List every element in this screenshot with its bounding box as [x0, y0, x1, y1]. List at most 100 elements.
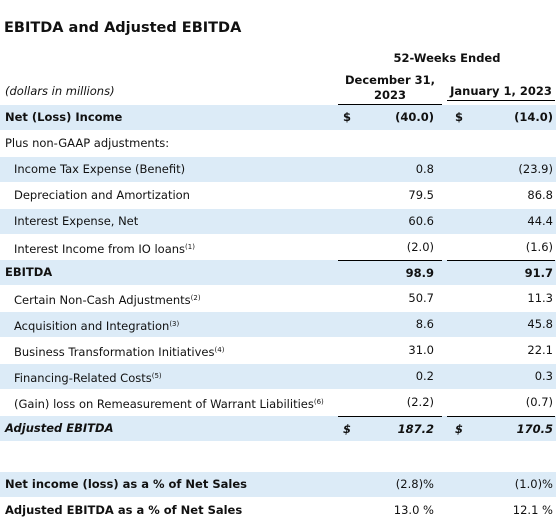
row-label: Plus non-GAAP adjustments: — [5, 131, 169, 156]
value-cell: 11.3 — [447, 286, 555, 311]
value: 0.3 — [534, 369, 553, 383]
table-row: Financing-Related Costs(5) 0.2 0.3 — [0, 364, 556, 389]
label-text: Depreciation and Amortization — [14, 187, 190, 202]
table-row: (Gain) loss on Remeasurement of Warrant … — [0, 390, 556, 415]
value-cell: 86.8 — [447, 183, 555, 208]
label-text: Income Tax Expense (Benefit) — [14, 161, 186, 176]
label-text: Financing-Related Costs — [14, 371, 152, 385]
row-label: Interest Expense, Net — [14, 209, 138, 234]
value: (2.2) — [406, 394, 434, 409]
value-cell: 22.1 — [447, 338, 555, 363]
row-label: EBITDA — [5, 260, 52, 285]
footnote-marker: (4) — [214, 346, 225, 355]
table-row: Interest Income from IO loans(1) (2.0) (1.… — [0, 235, 556, 260]
row-label: Acquisition and Integration(3) — [14, 312, 179, 339]
value: 12.1 % — [512, 502, 553, 517]
value-cell: (2.2) — [338, 390, 442, 415]
value-cell: $187.2 — [338, 415, 442, 442]
value-cell — [447, 131, 555, 156]
label-text: Business Transformation Initiatives — [14, 345, 215, 360]
table-row: Adjusted EBITDA as a % of Net Sales 13.0 … — [0, 498, 556, 523]
table-row: Acquisition and Integration(3) 8.6 45.8 — [0, 312, 556, 339]
row-label: (Gain) loss on Remeasurement of Warrant … — [14, 390, 324, 417]
column-header: December 31, 2023 — [338, 73, 442, 105]
footnote-marker: (2) — [190, 294, 201, 303]
value: 187.2 — [397, 421, 434, 436]
value: 60.6 — [408, 213, 434, 228]
footnote-marker: (5) — [151, 372, 162, 380]
value-cell: (0.7) — [447, 390, 555, 415]
table-row: Net (Loss) Income $ (40.0) $ (14.0) — [0, 105, 556, 130]
value-cell: 98.9 — [338, 260, 442, 286]
value: 44.4 — [527, 213, 553, 228]
label-text: Net income (loss) as a % of Net Sales — [5, 477, 247, 491]
row-label: Business Transformation Initiatives(4) — [14, 338, 224, 365]
value-cell: $170.5 — [447, 415, 555, 442]
value: 31.0 — [408, 343, 434, 358]
column-header: January 1, 2023 — [447, 84, 555, 101]
value-cell: 12.1 % — [447, 498, 555, 523]
row-label: Certain Non-Cash Adjustments(2) — [14, 286, 201, 313]
value: (14.0) — [514, 110, 553, 124]
value-cell: 44.4 — [447, 209, 555, 234]
row-label: Financing-Related Costs(5) — [14, 364, 162, 391]
table-row: Business Transformation Initiatives(4) 31… — [0, 338, 556, 363]
value: 0.8 — [415, 161, 434, 176]
value-cell: (23.9) — [447, 157, 555, 182]
value-cell: 45.8 — [447, 312, 555, 337]
footnote-marker: (3) — [169, 320, 180, 329]
value: 0.2 — [415, 369, 434, 383]
row-label: Adjusted EBITDA — [5, 416, 113, 441]
value: 91.7 — [524, 266, 553, 281]
value: 98.9 — [405, 266, 434, 281]
row-label: Net income (loss) as a % of Net Sales — [5, 472, 247, 497]
label-text: Acquisition and Integration — [14, 319, 170, 334]
value: (23.9) — [518, 161, 553, 176]
value-cell — [338, 131, 442, 156]
value: 22.1 — [527, 343, 553, 358]
footnote-marker: (6) — [313, 397, 324, 406]
label-text: Interest Income from IO loans — [14, 241, 186, 256]
table-row: Net income (loss) as a % of Net Sales (2.… — [0, 472, 556, 497]
value-cell: 50.7 — [338, 286, 442, 311]
currency-sign: $ — [343, 110, 352, 124]
label-text: Net (Loss) Income — [5, 110, 123, 124]
value-cell: 91.7 — [447, 260, 555, 286]
value-cell: $ (40.0) — [338, 105, 442, 130]
table-row: Depreciation and Amortization 79.5 86.8 — [0, 183, 556, 208]
table-row: EBITDA 98.9 91.7 — [0, 260, 556, 286]
value: (0.7) — [525, 394, 553, 409]
value: 11.3 — [527, 291, 553, 306]
value-cell: (2.8)% — [338, 472, 442, 497]
value-cell: 79.5 — [338, 183, 442, 208]
label-text: Plus non-GAAP adjustments: — [5, 135, 170, 150]
table-row: Certain Non-Cash Adjustments(2) 50.7 11.3 — [0, 286, 556, 311]
value: (40.0) — [395, 110, 434, 124]
value-cell: (2.0) — [338, 235, 442, 260]
currency-sign: $ — [455, 421, 464, 436]
units: (dollars in millions) — [5, 84, 115, 98]
table-row: Interest Expense, Net 60.6 44.4 — [0, 208, 556, 234]
label-text: EBITDA — [5, 265, 53, 280]
value: 8.6 — [415, 317, 434, 332]
label-text: Adjusted EBITDA — [5, 420, 114, 435]
value: 170.5 — [516, 421, 553, 436]
title: EBITDA and Adjusted EBITDA — [4, 20, 242, 36]
value: (2.0) — [406, 239, 434, 254]
label-text: Adjusted EBITDA as a % of Net Sales — [5, 502, 243, 517]
footnote-marker: (1) — [185, 242, 195, 251]
value: 45.8 — [527, 317, 553, 332]
value-cell: $ (14.0) — [447, 105, 555, 130]
value-cell: 31.0 — [338, 338, 442, 363]
row-label: Net (Loss) Income — [5, 105, 122, 130]
value: 86.8 — [527, 187, 553, 202]
table-row: Adjusted EBITDA $187.2 $170.5 — [0, 415, 556, 442]
value: 50.7 — [408, 291, 434, 306]
period-header: 52-Weeks Ended — [393, 51, 501, 65]
value: (2.8)% — [395, 477, 434, 491]
value-cell: 0.8 — [338, 157, 442, 182]
table-row: Income Tax Expense (Benefit) 0.8 (23.9) — [0, 156, 556, 182]
value: 13.0 % — [393, 502, 434, 517]
value: 79.5 — [408, 187, 434, 202]
